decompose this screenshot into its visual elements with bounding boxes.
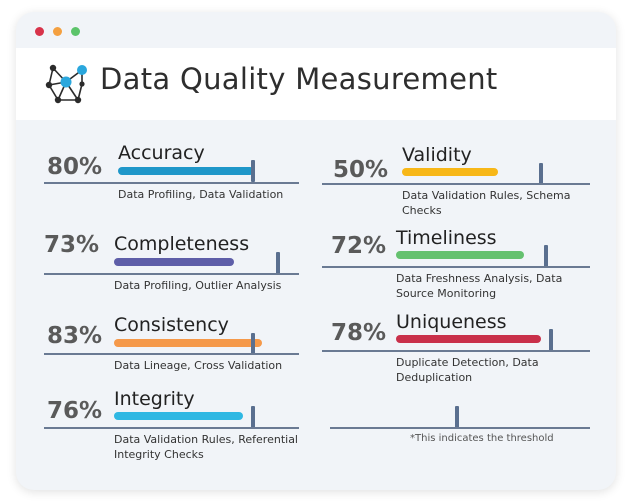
threshold-marker	[251, 160, 255, 182]
metric-description: Data Profiling, Outlier Analysis	[114, 279, 282, 292]
divider	[44, 353, 299, 355]
metric-description: Duplicate Detection, Data Deduplication	[396, 356, 539, 384]
progress-bar	[396, 335, 541, 343]
threshold-marker	[549, 329, 553, 351]
metric-label: Timeliness	[396, 227, 497, 249]
divider	[44, 273, 299, 275]
divider	[322, 350, 590, 352]
divider	[44, 427, 299, 429]
divider	[44, 182, 299, 184]
window-maximize-button[interactable]	[71, 27, 80, 36]
metric-label: Validity	[402, 144, 472, 166]
network-node-icon	[45, 64, 87, 104]
divider	[330, 427, 590, 429]
progress-bar	[402, 168, 498, 176]
progress-bar	[396, 251, 524, 259]
progress-bar	[114, 412, 243, 420]
threshold-marker	[251, 333, 255, 355]
window-minimize-button[interactable]	[53, 27, 62, 36]
threshold-marker	[539, 163, 543, 185]
metric-description: Data Lineage, Cross Validation	[114, 359, 283, 372]
window-close-button[interactable]	[35, 27, 44, 36]
metric-percent: 72%	[331, 233, 387, 259]
progress-bar	[114, 258, 234, 266]
threshold-marker	[251, 406, 255, 428]
threshold-note: *This indicates the threshold	[410, 433, 554, 444]
divider	[322, 183, 590, 185]
progress-bar	[114, 339, 262, 347]
metric-label: Consistency	[114, 314, 229, 336]
metric-description: Data Profiling, Data Validation	[118, 188, 284, 201]
metric-description: Data Validation Rules, Schema Checks	[402, 189, 571, 217]
metric-label: Integrity	[114, 388, 195, 410]
threshold-marker	[544, 245, 548, 267]
divider	[322, 266, 590, 268]
metric-label: Accuracy	[118, 142, 205, 164]
threshold-marker-sample	[455, 406, 459, 428]
metric-percent: 83%	[47, 323, 103, 349]
page-title: Data Quality Measurement	[100, 62, 498, 96]
metric-percent: 76%	[47, 398, 103, 424]
metric-percent: 50%	[333, 157, 389, 183]
metric-label: Completeness	[114, 233, 250, 255]
metric-label: Uniqueness	[396, 311, 507, 333]
metric-description: Data Validation Rules, Referential Integ…	[114, 433, 298, 461]
header-bar	[16, 48, 616, 120]
metric-description: Data Freshness Analysis, Data Source Mon…	[396, 272, 563, 300]
threshold-marker	[276, 252, 280, 274]
metric-percent: 73%	[44, 232, 100, 258]
metric-percent: 78%	[331, 320, 387, 346]
progress-bar	[118, 167, 254, 175]
metric-percent: 80%	[47, 154, 103, 180]
